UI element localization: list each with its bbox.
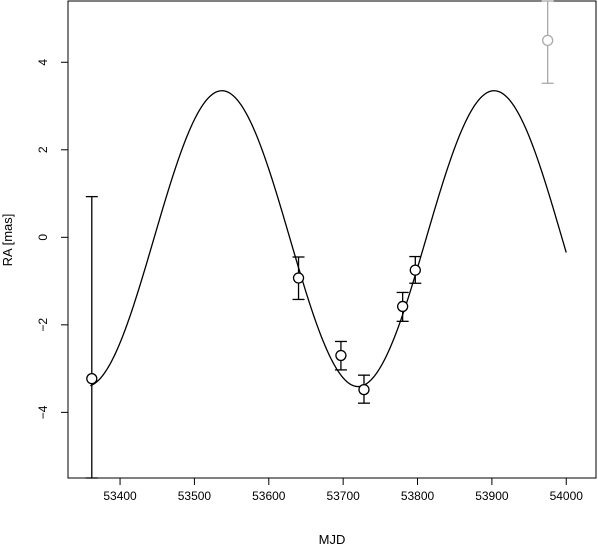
x-tick-label-54000: 54000 [550, 489, 584, 503]
x-tick-label-53800: 53800 [401, 489, 435, 503]
data-point [292, 256, 305, 301]
y-axis: −4 −2 0 2 4 [36, 59, 68, 419]
point-marker [358, 383, 370, 396]
data-point [396, 291, 409, 322]
data-points [85, 0, 554, 479]
x-axis-title: MJD [319, 532, 346, 545]
point-marker [86, 373, 98, 385]
plot-frame [67, 0, 597, 479]
point-marker [335, 349, 347, 362]
model-curve [90, 90, 567, 388]
point-marker [396, 300, 409, 313]
x-tick-label-53700: 53700 [326, 489, 360, 503]
y-tick-label-4: 4 [36, 59, 50, 66]
x-tick-label-53500: 53500 [178, 489, 212, 503]
data-point [357, 374, 370, 404]
data-point [541, 0, 554, 84]
y-tick-label--4: −4 [36, 405, 50, 419]
point-marker [292, 272, 305, 284]
data-point [334, 340, 347, 371]
y-axis-title: RA [mas] [0, 214, 15, 267]
y-tick-label--2: −2 [36, 318, 50, 332]
x-tick-label-53400: 53400 [103, 489, 137, 503]
data-point [85, 195, 98, 479]
y-tick-label-0: 0 [36, 234, 50, 241]
y-tick-label-2: 2 [36, 146, 50, 153]
data-point [409, 255, 422, 284]
point-marker [409, 264, 421, 276]
x-tick-label-53600: 53600 [252, 489, 286, 503]
x-axis: 53400 53500 53600 53700 53800 53900 54000 [103, 478, 583, 503]
x-tick-label-53900: 53900 [475, 489, 509, 503]
point-marker [542, 34, 554, 47]
